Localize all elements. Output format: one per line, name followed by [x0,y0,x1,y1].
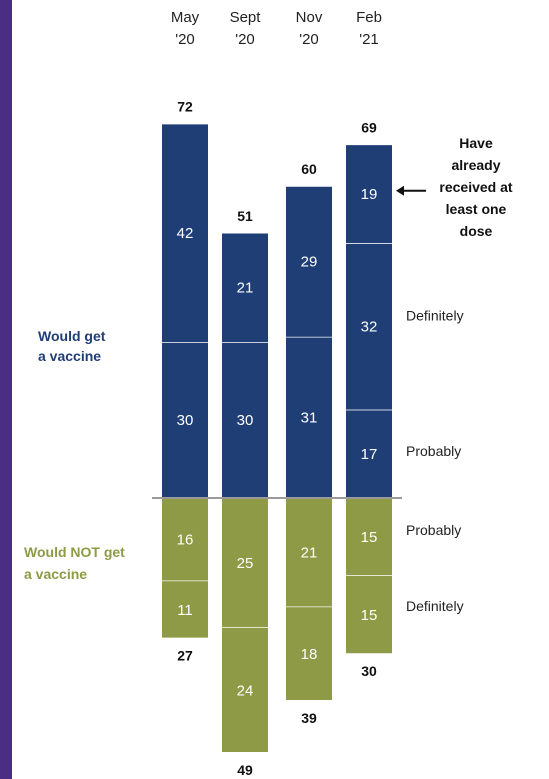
bar-segment [346,409,392,498]
bar-segment [162,123,208,342]
bar-segment [162,342,208,498]
period-label: Sept [230,9,262,26]
segment-value-label: 25 [237,555,254,572]
bars-layer [152,122,426,754]
period-label: '20 [235,31,255,48]
segment-value-label: 17 [361,446,378,463]
segment-value-label: 19 [361,186,378,203]
period-label: '21 [359,31,379,48]
group-label-would-get: Would get [38,328,106,344]
side-label-probably_get: Probably [406,443,461,459]
segment-value-label: 16 [177,532,194,549]
bar-segment [346,498,392,576]
segment-value-label: 42 [177,225,194,242]
side-label-probably_not: Probably [406,522,461,538]
bar-segment [222,628,268,753]
bar-segment [346,144,392,244]
bar-segment [286,336,332,498]
annotation-arrow-head [396,185,404,196]
segment-value-label: 29 [301,253,318,270]
segment-value-label: 21 [237,279,254,296]
annotation-note-line: dose [460,223,493,239]
bar-segment [222,498,268,628]
segment-value-label: 24 [237,682,254,699]
segment-value-label: 15 [361,529,378,546]
group-label-would-not-get: a vaccine [24,566,87,582]
bar-segment [286,186,332,337]
total-would-not-get-label: 30 [361,663,377,679]
total-would-not-get-label: 39 [301,710,317,726]
bar-segment [286,607,332,701]
left-accent-stripe [0,0,12,779]
period-label: '20 [175,31,195,48]
side-label-definitely_not: Definitely [406,598,464,614]
period-label: May [171,9,200,26]
bar-segment [346,243,392,410]
segment-value-label: 32 [361,318,378,335]
annotation-note-line: Have [459,135,493,151]
period-label: '20 [299,31,319,48]
period-label: Feb [356,9,382,26]
total-would-get-label: 69 [361,119,377,135]
segment-value-label: 31 [301,409,318,426]
total-would-get-label: 51 [237,208,253,224]
total-would-not-get-label: 27 [177,647,193,663]
bar-segment [346,576,392,654]
labels-layer: May '20 Sept '20 Nov '20 Feb '21 30 42 72 16 11 27 30 2… [24,9,513,778]
bar-segment [162,498,208,582]
total-would-not-get-label: 49 [237,762,253,778]
bar-segment [222,232,268,342]
bar-segment [286,498,332,608]
period-label: Nov [296,9,323,26]
segment-value-label: 11 [177,602,193,619]
side-label-upper: Definitely [406,307,464,323]
segment-value-label: 15 [361,607,378,624]
segment-value-label: 18 [301,646,318,663]
segment-value-label: 21 [301,545,318,562]
segment-value-label: 30 [177,412,194,429]
bar-segment [222,342,268,498]
annotation-note-line: least one [446,201,507,217]
group-label-would-get: a vaccine [38,348,101,364]
annotation-note-line: already [451,157,500,173]
annotation-note-line: received at [439,179,512,195]
total-would-get-label: 60 [301,161,317,177]
group-label-would-not-get: Would NOT get [24,544,125,560]
segment-value-label: 30 [237,412,254,429]
total-would-get-label: 72 [177,99,193,115]
bar-segment [162,581,208,639]
